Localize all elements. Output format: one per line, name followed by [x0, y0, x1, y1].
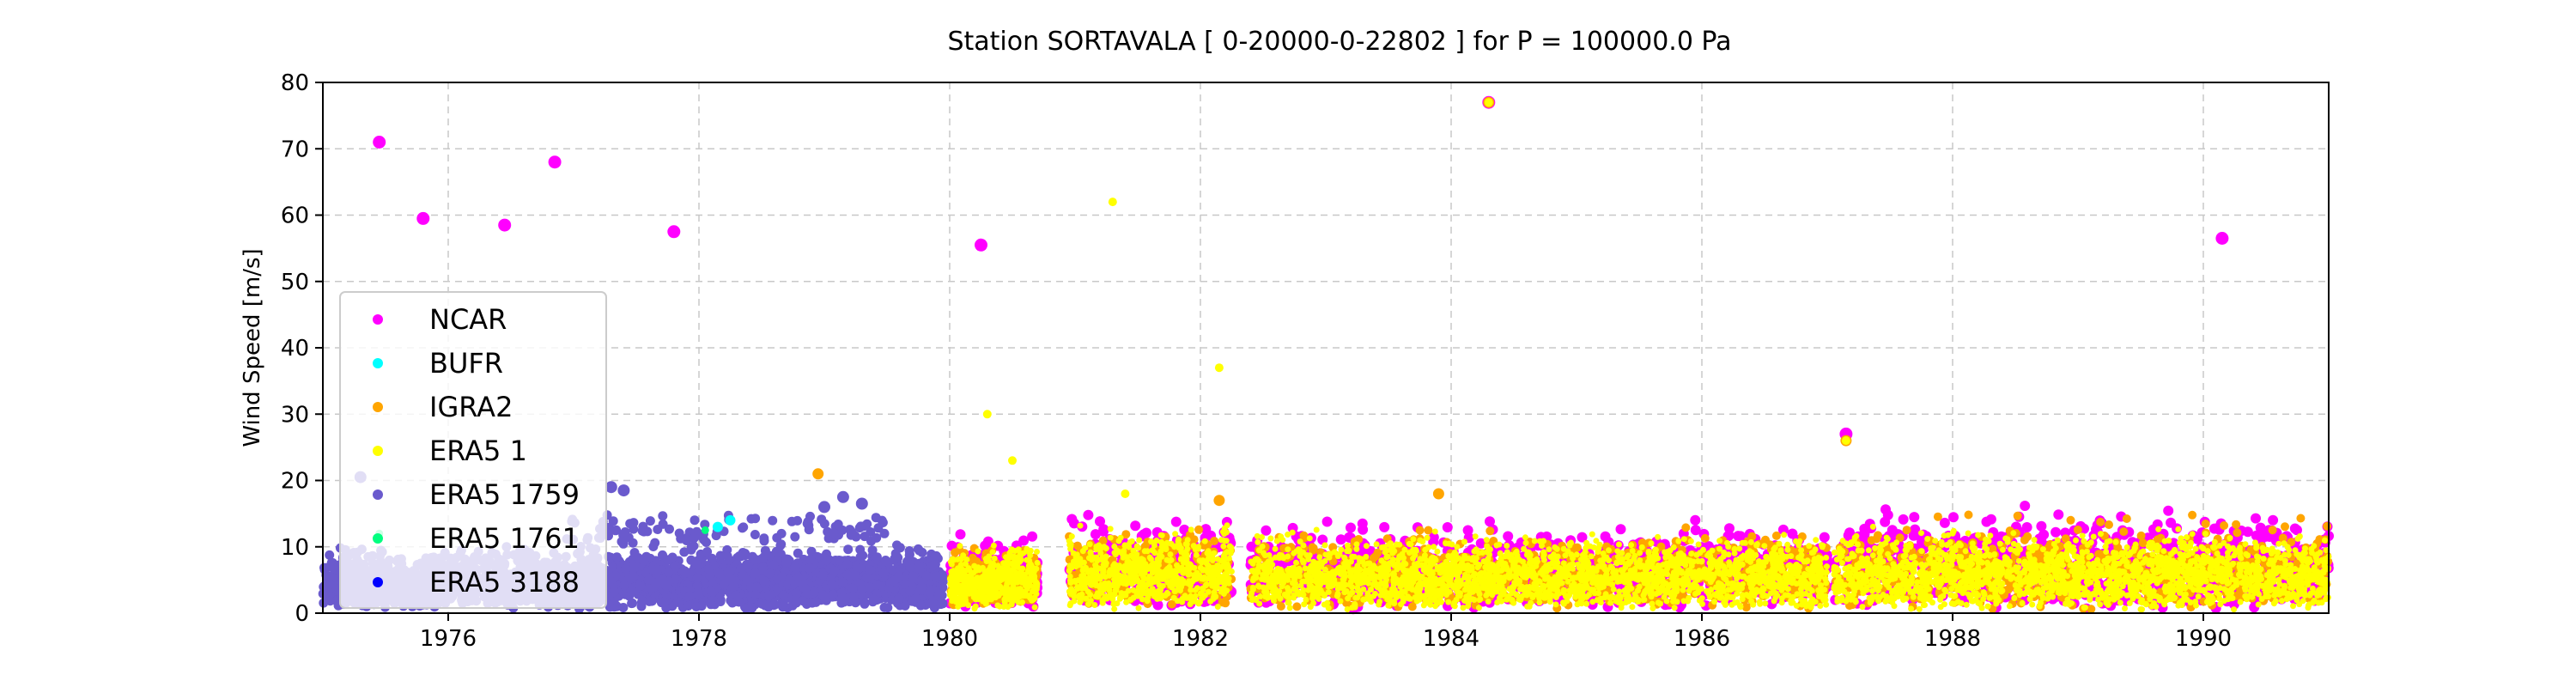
data-point	[1346, 522, 1356, 533]
data-point-outlier	[498, 218, 512, 232]
data-point	[626, 586, 636, 596]
data-point	[1859, 527, 1870, 538]
data-point	[1261, 525, 1272, 536]
data-point	[741, 604, 751, 614]
data-point	[611, 552, 622, 562]
data-point	[1503, 531, 1514, 542]
data-point	[1690, 525, 1701, 536]
data-points	[318, 95, 2334, 615]
data-point	[2166, 517, 2177, 528]
data-point	[1321, 516, 1333, 527]
data-point	[635, 581, 645, 591]
data-point	[639, 556, 649, 566]
data-point	[1985, 514, 1996, 525]
data-point	[1442, 522, 1453, 532]
data-point	[2208, 523, 2220, 534]
data-point	[1777, 524, 1789, 535]
data-point	[653, 565, 663, 575]
data-point	[2053, 509, 2064, 520]
data-point	[1898, 514, 1909, 525]
data-point	[1615, 524, 1626, 535]
data-point	[2192, 533, 2202, 544]
data-point	[858, 550, 868, 561]
data-point	[1379, 521, 1390, 532]
data-point	[2268, 514, 2279, 526]
data-point-outlier	[2215, 232, 2229, 245]
data-point	[1600, 531, 1611, 542]
data-point	[2255, 522, 2266, 533]
data-point	[1335, 534, 1346, 545]
data-point	[1083, 509, 1094, 520]
data-point	[1577, 532, 1588, 543]
data-point	[1910, 524, 1921, 535]
data-point-outlier	[548, 155, 562, 169]
data-point	[900, 600, 910, 611]
data-point	[1428, 537, 1439, 548]
data-point	[1027, 531, 1038, 542]
data-point-outlier	[373, 136, 386, 149]
data-point	[2021, 522, 2032, 532]
data-point-outlier	[416, 211, 430, 225]
data-point	[1068, 518, 1079, 529]
data-point	[1948, 512, 1959, 523]
data-point	[2289, 523, 2300, 534]
data-point	[1130, 520, 1141, 532]
data-point	[1095, 516, 1105, 527]
data-point	[1909, 512, 1920, 523]
chart-title: Station SORTAVALA [ 0-20000-0-22802 ] fo…	[947, 27, 1731, 57]
data-point	[2242, 526, 2253, 538]
data-point	[659, 597, 669, 607]
data-point-outlier	[975, 238, 987, 252]
data-point	[1462, 525, 1473, 536]
data-point	[2036, 520, 2047, 532]
data-point	[1819, 532, 1830, 543]
data-point	[750, 555, 761, 564]
data-point-outlier	[667, 225, 681, 239]
data-point	[955, 529, 966, 540]
data-point	[325, 550, 335, 560]
data-point	[1690, 514, 1701, 526]
data-point	[867, 545, 878, 556]
data-point	[1939, 517, 1950, 528]
data-point	[644, 596, 654, 606]
data-point	[1733, 531, 1744, 542]
data-point	[1880, 504, 1891, 515]
data-point	[643, 575, 653, 585]
data-point	[1723, 530, 1735, 541]
data-point	[661, 581, 671, 591]
data-point	[1485, 516, 1495, 527]
data-point	[2020, 501, 2031, 511]
data-point	[1098, 524, 1109, 535]
data-point	[629, 571, 639, 581]
data-point	[328, 562, 337, 573]
data-point	[2251, 513, 2261, 524]
data-point	[621, 564, 631, 574]
data-point	[793, 548, 803, 558]
data-point	[2050, 526, 2062, 538]
data-point	[811, 597, 821, 607]
data-point	[658, 550, 667, 560]
data-point	[892, 540, 902, 550]
data-point	[1358, 524, 1369, 535]
data-point	[618, 603, 629, 612]
series-ncar	[373, 95, 2334, 615]
data-point	[2163, 505, 2174, 516]
data-point	[1475, 538, 1486, 549]
data-point	[1844, 527, 1855, 538]
data-point	[1090, 529, 1101, 540]
data-point	[982, 536, 993, 547]
data-point	[627, 599, 637, 609]
data-point	[323, 587, 333, 597]
data-point	[1170, 516, 1182, 527]
data-point	[1141, 527, 1151, 538]
data-point	[2251, 530, 2262, 541]
